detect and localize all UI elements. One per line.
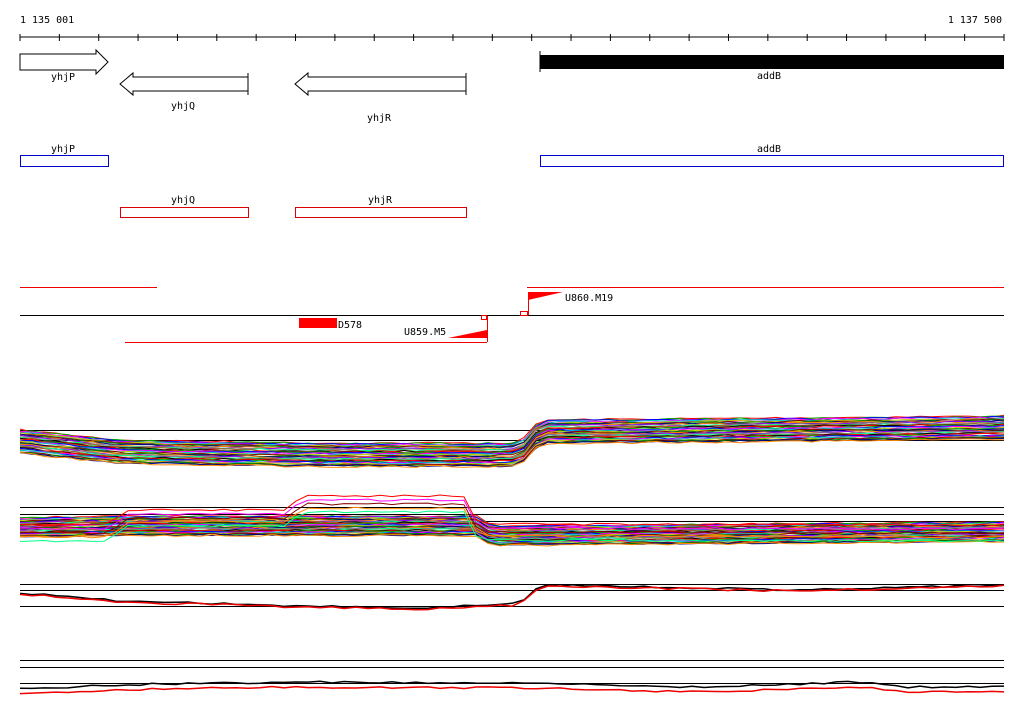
gene-label: addB [757,71,781,82]
track-curve [19,510,1005,543]
track-curve [19,502,1005,535]
ruler-end: 1 137 500 [948,15,1002,26]
gene-label: yhjP [51,72,75,83]
gene-arrow[interactable] [19,48,109,76]
feature-marker [520,311,528,316]
annotation-label: yhjR [368,195,393,206]
annotation-label: addB [757,144,781,155]
gene-label: yhjR [367,113,392,124]
track-curve [19,534,1005,547]
track-curve [19,418,1005,448]
track-curve [19,529,1005,543]
feature-flag[interactable] [528,292,563,300]
feature-marker [481,315,487,320]
ruler-ticks [19,34,1005,41]
track-curve [19,584,1005,611]
ruler-start: 1 135 001 [20,15,74,26]
annotation-box[interactable] [120,207,249,218]
gene-arrow[interactable] [294,71,467,97]
track-curve [19,498,1005,531]
feature-label: U859.M5 [404,327,446,338]
expression-tracks [19,414,1005,695]
annotation-box[interactable] [20,155,109,167]
feature-block[interactable] [299,318,337,328]
track-curve [19,427,1005,456]
track-curve [19,685,1005,695]
annotation-label: yhjQ [171,195,195,206]
track-curve [19,438,1005,468]
feature-label: D578 [338,320,362,331]
annotation-box[interactable] [295,207,467,218]
annotation-label: yhjP [51,144,75,155]
gene-bar[interactable] [540,55,1004,69]
track-curve [19,427,1005,458]
track-curve [19,506,1005,539]
gene-label: yhjQ [171,101,195,112]
feature-flag[interactable] [448,330,487,338]
track-curve [19,434,1005,464]
track-curve [19,494,1005,527]
feature-label: U860.M19 [565,293,613,304]
track-curve [19,414,1005,445]
gene-arrow[interactable] [119,71,249,97]
track-curve [19,680,1005,690]
annotation-box[interactable] [540,155,1004,167]
